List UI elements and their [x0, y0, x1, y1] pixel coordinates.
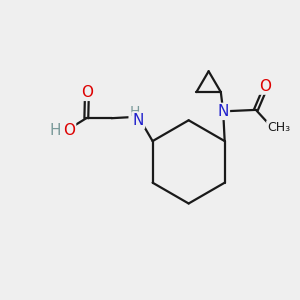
Text: O: O: [81, 85, 93, 100]
Text: H: H: [130, 105, 140, 119]
Text: CH₃: CH₃: [267, 121, 290, 134]
Text: N: N: [133, 113, 144, 128]
Text: N: N: [218, 104, 229, 119]
Text: O: O: [63, 123, 75, 138]
Text: H·: H·: [50, 123, 66, 138]
Text: O: O: [260, 79, 272, 94]
